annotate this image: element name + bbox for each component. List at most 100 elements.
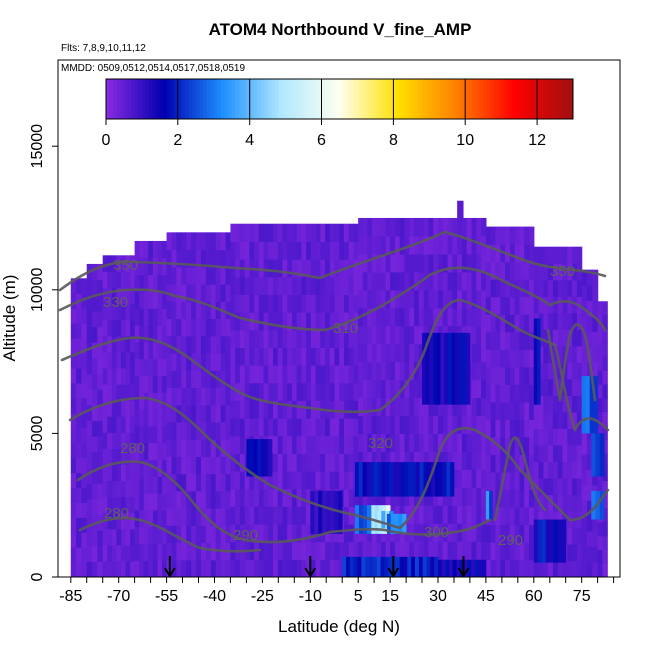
heatmap-cell xyxy=(239,241,246,260)
heatmap-cell xyxy=(107,400,113,417)
heatmap-cell xyxy=(291,382,298,401)
heatmap-cell xyxy=(353,329,359,348)
heatmap-cell xyxy=(509,244,516,263)
heatmap-cell xyxy=(528,436,535,455)
heatmap-cell xyxy=(258,312,265,331)
heatmap-cell-enhanced xyxy=(415,556,420,577)
heatmap-cell xyxy=(86,545,93,562)
heatmap-cell xyxy=(205,249,212,268)
heatmap-cell xyxy=(152,526,159,544)
heatmap-cell-enhanced xyxy=(467,559,472,577)
heatmap-cell xyxy=(306,488,312,507)
heatmap-cell xyxy=(239,329,246,348)
heatmap-cell xyxy=(210,370,217,389)
heatmap-cell xyxy=(343,294,350,313)
heatmap-cell xyxy=(442,235,449,255)
heatmap-cell xyxy=(273,488,279,507)
heatmap-cell-enhanced xyxy=(561,519,567,563)
heatmap-cell xyxy=(139,543,145,561)
heatmap-cell xyxy=(205,387,212,406)
heatmap-cell xyxy=(466,415,473,434)
heatmap-cell xyxy=(576,345,583,363)
heatmap-cell-enhanced xyxy=(434,556,439,577)
heatmap-cell xyxy=(287,347,293,366)
heatmap-cell xyxy=(418,289,425,309)
heatmap-cell xyxy=(81,412,88,429)
contour-label: 300 xyxy=(424,524,449,541)
heatmap-cell xyxy=(524,524,530,543)
heatmap-cell xyxy=(500,541,506,561)
heatmap-cell xyxy=(418,505,425,524)
heatmap-cell xyxy=(205,232,212,251)
heatmap-cell xyxy=(70,487,77,503)
heatmap-cell xyxy=(509,454,516,473)
heatmap-cell xyxy=(562,428,568,446)
heatmap-cell xyxy=(339,382,345,401)
heatmap-cell xyxy=(543,312,549,330)
heatmap-cell xyxy=(152,375,159,393)
heatmap-cell xyxy=(466,469,473,488)
heatmap-cell xyxy=(176,542,182,561)
heatmap-cell xyxy=(471,523,477,542)
heatmap-cell xyxy=(205,266,212,285)
heatmap-cell xyxy=(457,397,463,417)
heatmap-cell xyxy=(543,560,549,577)
heatmap-cell xyxy=(263,400,269,419)
heatmap-cell xyxy=(418,415,425,434)
heatmap-cell xyxy=(404,451,410,470)
heatmap-cell xyxy=(481,361,487,381)
heatmap-cell xyxy=(358,361,364,381)
heatmap-cell xyxy=(476,235,482,255)
x-tick-label: 15 xyxy=(381,588,399,605)
heatmap-cell xyxy=(485,279,492,298)
colorbar-segment xyxy=(565,79,570,119)
heatmap-cell xyxy=(433,289,439,309)
heatmap-cell xyxy=(452,487,458,506)
heatmap-cell xyxy=(390,379,396,399)
heatmap-cell xyxy=(433,541,439,560)
heatmap-cell xyxy=(353,276,359,295)
heatmap-cell xyxy=(220,352,227,371)
heatmap-cell xyxy=(287,453,293,472)
heatmap-cell xyxy=(509,279,516,298)
heatmap-cell xyxy=(572,246,578,264)
heatmap-cell xyxy=(358,271,364,291)
heatmap-cell xyxy=(461,235,468,255)
heatmap-cell-enhanced xyxy=(436,332,441,405)
heatmap-cell xyxy=(235,241,241,260)
heatmap-cell xyxy=(102,383,108,401)
heatmap-cell xyxy=(552,395,559,413)
heatmap-cell xyxy=(120,448,127,465)
heatmap-cell xyxy=(296,541,302,560)
heatmap-cell xyxy=(125,480,131,498)
heatmap-cell xyxy=(258,400,265,419)
heatmap-cell xyxy=(348,435,355,454)
heatmap-cell xyxy=(380,253,387,273)
heatmap-cell xyxy=(428,271,434,291)
heatmap-cell xyxy=(538,362,544,380)
heatmap-cell xyxy=(215,284,222,302)
heatmap-cell xyxy=(353,294,359,313)
heatmap-cell xyxy=(196,301,202,320)
heatmap-cell xyxy=(471,289,477,309)
heatmap-cell xyxy=(320,559,326,577)
heatmap-cell xyxy=(495,279,501,298)
heatmap-cell xyxy=(353,241,359,260)
colorbar-segment xyxy=(131,79,136,119)
colorbar-segment xyxy=(515,79,520,119)
heatmap-cell xyxy=(548,312,554,330)
heatmap-cell xyxy=(196,404,202,423)
heatmap-cell xyxy=(367,307,373,327)
heatmap-cell xyxy=(509,489,516,508)
heatmap-cell xyxy=(485,244,492,263)
heatmap-cell xyxy=(339,418,345,437)
heatmap-cell xyxy=(358,541,364,560)
heatmap-cell xyxy=(171,421,177,440)
heatmap-cell xyxy=(329,241,336,260)
heatmap-cell xyxy=(181,335,187,354)
heatmap-cell xyxy=(282,347,288,366)
heatmap-cell xyxy=(597,549,604,564)
colorbar-segment xyxy=(450,79,455,119)
heatmap-cell xyxy=(81,323,88,339)
heatmap-cell xyxy=(524,436,530,455)
